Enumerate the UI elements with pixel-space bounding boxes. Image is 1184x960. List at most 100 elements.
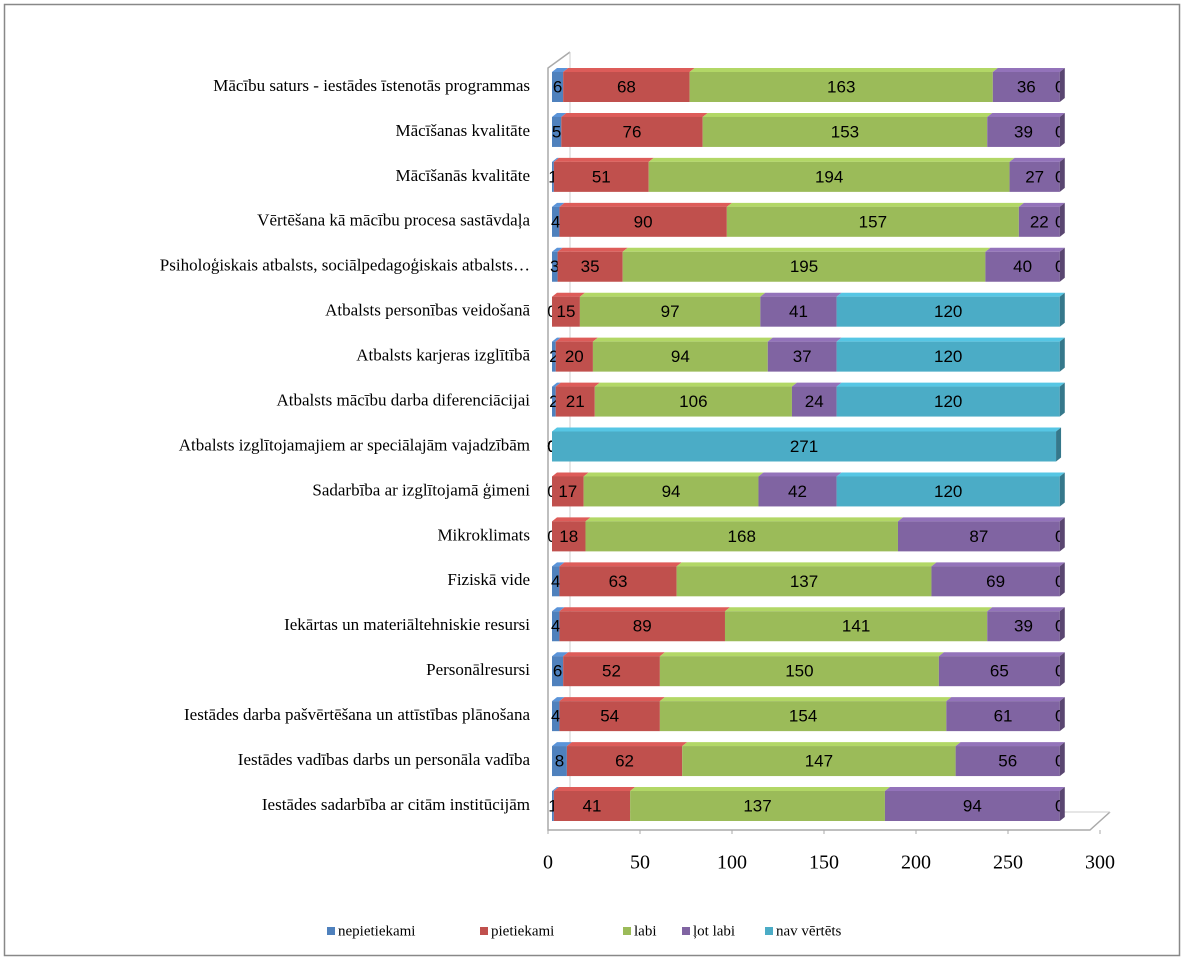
data-label: 94 [963, 796, 982, 815]
data-label: 2 [549, 347, 558, 366]
bar-top [552, 697, 565, 702]
bar-end [1059, 517, 1065, 552]
bar [884, 791, 1060, 821]
data-label: 150 [785, 662, 813, 681]
bar [552, 341, 556, 372]
bar-top [931, 562, 1065, 567]
data-label: 69 [986, 572, 1005, 591]
x-tick-label: 300 [1085, 852, 1115, 874]
bar-top [553, 157, 654, 162]
bar-top [552, 787, 559, 791]
bar [648, 161, 1010, 192]
legend-label: ļot labi [693, 923, 735, 939]
bar [552, 611, 560, 642]
data-label: 120 [934, 347, 962, 366]
bar-top [552, 427, 1062, 432]
bar [836, 476, 1060, 507]
bar-top [552, 68, 569, 72]
data-label: 65 [990, 662, 1009, 681]
bar-top [592, 337, 773, 342]
bar-end [1059, 247, 1065, 282]
bar [585, 521, 898, 552]
bar-top [985, 247, 1065, 252]
data-label: 271 [790, 437, 818, 456]
bar [566, 746, 683, 777]
x-tick-label: 50 [630, 852, 650, 874]
category-label: Atbalsts izglītojamajiem ar speciālajām … [179, 435, 530, 454]
bar-end [1059, 562, 1065, 597]
data-label: 61 [994, 707, 1013, 726]
bar [767, 341, 837, 372]
bar [552, 656, 564, 687]
category-label: Mācīšanās kvalitāte [395, 166, 530, 185]
data-label: 120 [934, 392, 962, 411]
bar-end [1059, 472, 1065, 507]
bar [559, 701, 660, 732]
bar-top [552, 562, 565, 567]
bar-top [553, 787, 636, 791]
bar [836, 341, 1060, 372]
data-label: 147 [805, 752, 833, 771]
data-label: 63 [609, 572, 628, 591]
bar-top [552, 247, 563, 252]
bar-top [836, 292, 1065, 297]
data-label: 20 [565, 347, 584, 366]
x-tick-label: 200 [901, 852, 931, 874]
bar-top [566, 742, 688, 747]
legend-swatch [682, 927, 690, 935]
category-label: Mācīšanas kvalitāte [395, 121, 530, 140]
bar-top [552, 292, 585, 297]
bar-top [552, 112, 567, 117]
data-label: 2 [549, 392, 558, 411]
bar-end [1059, 157, 1065, 192]
bar [931, 566, 1060, 597]
data-label: 4 [551, 572, 560, 591]
data-label: 4 [551, 617, 560, 636]
category-label: Iekārtas un materiāltehniskie resursi [284, 615, 530, 634]
legend-swatch [623, 927, 631, 935]
bar [552, 161, 554, 192]
bar [594, 386, 792, 417]
bar [836, 386, 1060, 417]
bar-top [552, 472, 589, 477]
bar-top [563, 68, 695, 72]
bar [552, 476, 584, 507]
bar-end [1059, 697, 1065, 732]
data-label: 194 [815, 167, 843, 186]
data-label: 153 [831, 122, 859, 141]
data-label: 8 [555, 752, 564, 771]
data-label: 168 [728, 527, 756, 546]
bar [758, 476, 837, 507]
bar [552, 386, 556, 417]
x-tick-label: 100 [717, 852, 747, 874]
category-label: Iestādes vadības darbs un personāla vadī… [238, 750, 531, 769]
data-label: 3 [550, 257, 559, 276]
bar [897, 521, 1060, 552]
bar [689, 72, 993, 102]
bar-top [559, 562, 682, 567]
data-label: 56 [998, 752, 1017, 771]
data-label: 40 [1013, 257, 1032, 276]
bar-top [552, 517, 591, 522]
category-label: Personālresursi [426, 660, 530, 679]
category-label: Sadarbība ar izglītojamā ģimeni [312, 480, 530, 499]
data-label: 106 [679, 392, 707, 411]
data-label: 6 [553, 662, 562, 681]
bar-top [552, 607, 565, 612]
data-label: 62 [615, 752, 634, 771]
bar [760, 296, 837, 327]
bar-top [992, 68, 1065, 72]
bar [791, 386, 837, 417]
bar [555, 341, 593, 372]
bar-top [594, 382, 797, 387]
data-label: 21 [566, 392, 585, 411]
bar [1009, 161, 1060, 192]
bar-top [767, 337, 842, 342]
data-label: 157 [859, 212, 887, 231]
bar-end [1059, 112, 1065, 147]
category-label: Mikroklimats [437, 525, 530, 544]
legend-label: pietiekami [491, 923, 554, 939]
bar [552, 251, 558, 282]
category-label: Atbalsts personības veidošanā [325, 301, 530, 320]
